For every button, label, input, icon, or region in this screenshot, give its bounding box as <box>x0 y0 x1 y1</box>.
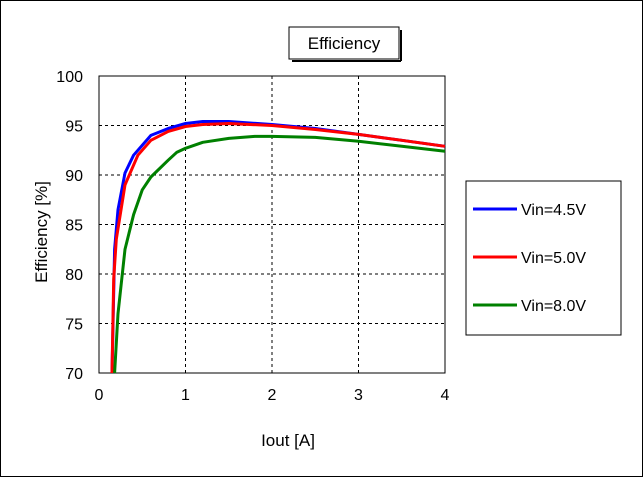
legend-label: Vin=5.0V <box>521 250 586 267</box>
title-box <box>288 26 400 60</box>
x-tick-label: 0 <box>95 387 104 404</box>
x-tick-label: 1 <box>181 387 190 404</box>
series-line-3 <box>113 134 446 374</box>
y-tick-label: 75 <box>65 317 83 334</box>
y-tick-label: 70 <box>65 366 83 383</box>
y-tick-label: 85 <box>65 218 83 235</box>
y-tick-label: 80 <box>65 267 83 284</box>
chart-title: Efficiency <box>308 34 381 53</box>
legend-label: Vin=4.5V <box>521 202 586 219</box>
legend-label: Vin=8.0V <box>521 298 586 315</box>
y-axis-label: Efficiency [%] <box>32 181 51 283</box>
y-tick-label: 100 <box>56 69 83 86</box>
y-tick-label: 95 <box>65 119 83 136</box>
x-axis-label: Iout [A] <box>261 431 315 450</box>
series-line-2 <box>110 122 446 374</box>
x-tick-label: 3 <box>354 387 363 404</box>
y-tick-label: 90 <box>65 168 83 185</box>
x-tick-label: 4 <box>441 387 450 404</box>
x-tick-label: 2 <box>268 387 277 404</box>
